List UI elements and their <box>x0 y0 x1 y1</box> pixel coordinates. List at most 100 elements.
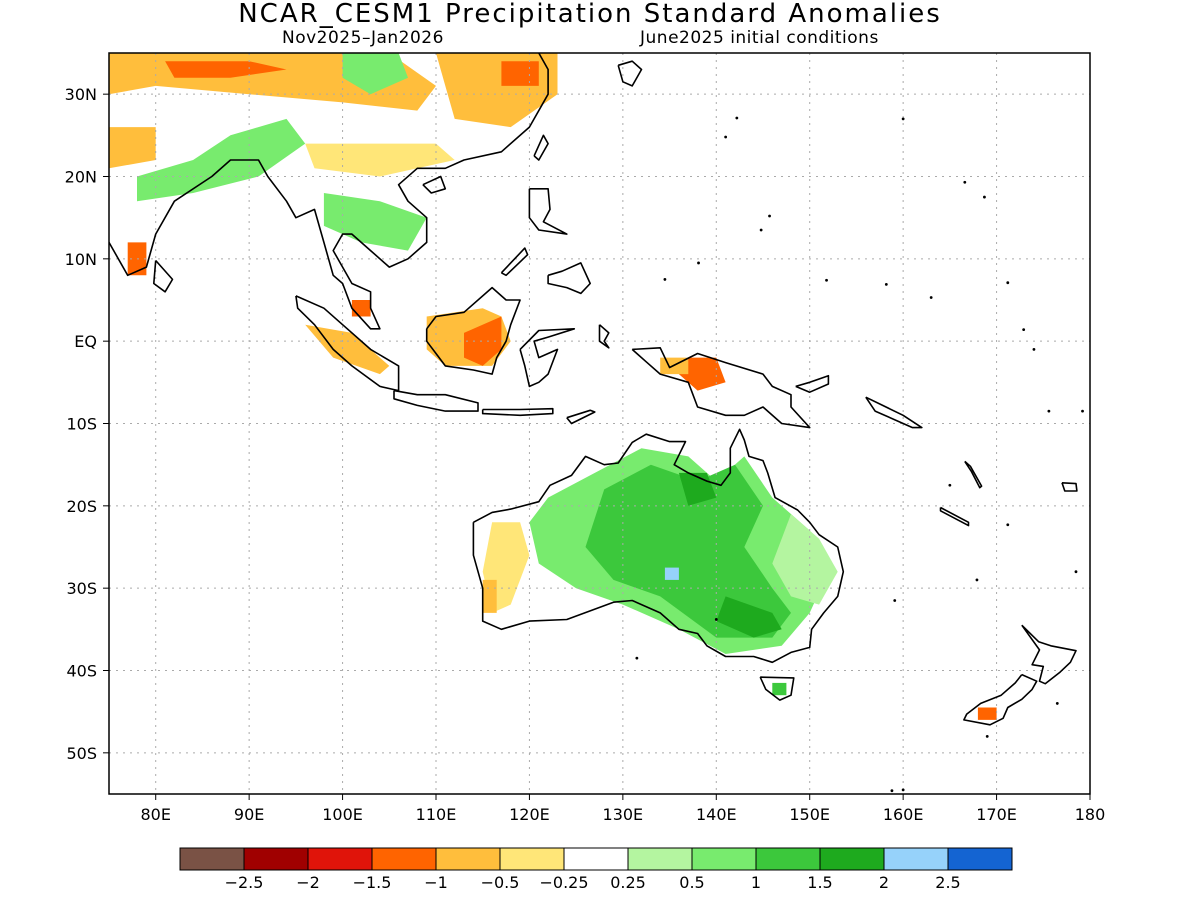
anomaly-australia-core <box>585 464 791 638</box>
x-tick-label: 140E <box>696 805 737 824</box>
island-dot <box>929 296 933 299</box>
coastline-flores-chain <box>481 407 554 417</box>
coastline-fiji <box>1061 482 1078 492</box>
island-dot <box>985 734 989 738</box>
anomaly-malaya-dry <box>351 300 371 317</box>
island-dot <box>735 116 739 120</box>
island-dot <box>825 278 828 282</box>
island-dot <box>635 656 639 660</box>
coastline-tasmania <box>759 676 795 701</box>
island-dot <box>975 578 979 582</box>
island-dot <box>1032 348 1036 351</box>
colorbar-label: 1.5 <box>807 873 832 892</box>
island-dot <box>963 180 967 184</box>
anomaly-tibet-west-dry-strong <box>165 61 287 78</box>
anomaly-india-wet <box>137 118 306 202</box>
colorbar-label: −1.5 <box>353 873 392 892</box>
y-tick-label: 30S <box>66 579 97 598</box>
colorbar-swatch <box>243 847 309 871</box>
y-tick-label: 50S <box>66 744 97 763</box>
island-dot <box>901 788 905 792</box>
coastline-borneo <box>425 286 521 375</box>
island-dot <box>1022 328 1026 332</box>
y-tick-label: 20N <box>65 168 97 187</box>
coastline-hainan <box>422 175 447 194</box>
coastline-australia <box>472 428 845 664</box>
island-dot <box>1074 570 1078 574</box>
anomaly-australia-strong-south <box>716 596 782 638</box>
forecast-period: Nov2025–Jan2026 <box>282 28 444 48</box>
x-tick-label: 110E <box>416 805 457 824</box>
anomaly-new-zealand-dry <box>977 707 997 720</box>
x-tick-label: 150E <box>789 805 830 824</box>
colorbar-label: 2 <box>879 873 889 892</box>
colorbar-swatch <box>371 847 437 871</box>
island-dot <box>890 789 894 793</box>
initial-conditions: June2025 initial conditions <box>640 28 879 48</box>
x-tick-label: 160E <box>883 805 924 824</box>
coastline-solomons <box>865 396 923 429</box>
coastline-sri-lanka <box>153 259 174 293</box>
island-dot <box>893 599 897 602</box>
x-tick-label: 100E <box>322 805 363 824</box>
y-tick-label: EQ <box>74 332 97 351</box>
coastline-palawan <box>500 247 529 277</box>
island-dot <box>983 195 986 199</box>
colorbar-swatch <box>755 847 821 871</box>
x-tick-label: 180 <box>1075 805 1106 824</box>
y-tick-label: 40S <box>66 662 97 681</box>
coastline-sulawesi <box>519 327 576 388</box>
x-axis-ticks: 80E 90E 100E 110E 120E 130E 140E 150E 160E 170E 18… <box>140 794 1105 824</box>
coastline-nz-south <box>963 673 1038 726</box>
anomaly-fills <box>109 53 997 720</box>
anomaly-borneo-dry-strong <box>464 316 502 366</box>
island-dot <box>901 117 905 121</box>
island-dot <box>1047 409 1051 413</box>
anomaly-indochina-wet <box>323 193 427 251</box>
island-dot <box>759 228 763 232</box>
colorbar-label: −2 <box>296 873 320 892</box>
island-dot <box>1055 702 1059 705</box>
colorbar-swatch <box>307 847 373 871</box>
y-tick-label: 10S <box>66 415 97 434</box>
island-dot <box>768 214 771 218</box>
coastline-nz-north <box>1021 624 1077 685</box>
colorbar-swatch <box>435 847 501 871</box>
chart-title: NCAR_CESM1 Precipitation Standard Anomal… <box>238 0 942 29</box>
coastlines <box>109 53 1084 793</box>
anomaly-qinghai-wet <box>342 53 408 95</box>
colorbar-swatch <box>819 847 885 871</box>
island-dot <box>1006 281 1010 285</box>
colorbar-label: −1 <box>424 873 448 892</box>
coastline-sumatra <box>295 295 400 392</box>
colorbar-label: −2.5 <box>225 873 264 892</box>
anomaly-australia-sw-dry <box>482 579 497 613</box>
coastline-java <box>393 389 479 412</box>
coastline-japan-kyushu <box>617 60 643 87</box>
island-dot <box>948 483 952 487</box>
island-dot <box>884 282 888 286</box>
x-tick-label: 120E <box>509 805 550 824</box>
coastline-mindanao <box>547 262 592 295</box>
x-tick-label: 80E <box>140 805 170 824</box>
colorbar-swatch <box>499 847 565 871</box>
colorbar-swatch <box>947 847 1013 871</box>
island-dot <box>714 618 718 621</box>
x-tick-label: 130E <box>603 805 644 824</box>
coastline-taiwan <box>533 134 549 161</box>
anomaly-australia-blue-spot <box>664 567 679 580</box>
colorbar-swatch <box>563 847 629 871</box>
x-tick-label: 90E <box>234 805 264 824</box>
coastline-new-britain <box>795 374 830 394</box>
colorbar-swatch <box>179 847 245 871</box>
colorbar-label: 1 <box>751 873 761 892</box>
colorbar-label: −0.5 <box>481 873 520 892</box>
y-tick-label: 30N <box>65 85 97 104</box>
anomaly-new-guinea-dry <box>678 357 726 391</box>
gridlines <box>109 53 1090 794</box>
colorbar-label: −0.25 <box>539 873 588 892</box>
colorbar: −2.5 −2 −1.5 −1 −0.5 −0.25 0.25 0.5 1 1.5 2 2.5 <box>179 847 1013 892</box>
island-dot <box>724 135 728 139</box>
coastline-luzon <box>528 188 568 235</box>
